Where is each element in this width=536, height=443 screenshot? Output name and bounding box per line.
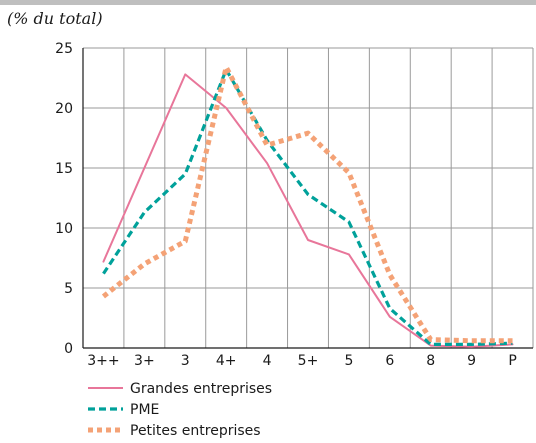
series-line-2 (101, 64, 513, 344)
y-tick-label: 15 (55, 161, 73, 177)
x-tick-label: 6 (385, 353, 394, 369)
y-tick-label: 10 (55, 221, 73, 237)
x-tick-label: 3+ (134, 353, 155, 369)
y-tick-label: 25 (55, 41, 73, 57)
series-line-1 (102, 67, 513, 346)
x-tick-label: 4+ (216, 353, 237, 369)
x-tick-label: P (508, 353, 516, 369)
x-tick-label: 4 (263, 353, 272, 369)
legend: Grandes entreprises PME Petites entreprise… (88, 381, 272, 439)
series-line-0 (102, 73, 514, 348)
x-tick-label: 5+ (298, 353, 319, 369)
top-rule (0, 0, 536, 5)
axis-layer: 0 5 10 15 20 25 3++ 3+ 3 4+ 4 5+ 5 6 8 9 P (55, 41, 533, 369)
y-tick-label: 5 (64, 281, 73, 297)
legend-label-0: Grandes entreprises (130, 381, 272, 397)
y-tick-label: 20 (55, 101, 73, 117)
unit-note: (% du total) (7, 9, 103, 28)
legend-label-2: Petites entreprises (130, 423, 261, 439)
grid-layer (83, 47, 534, 348)
x-tick-label: 3++ (87, 353, 119, 369)
y-tick-label: 0 (64, 341, 73, 357)
x-tick-label: 5 (344, 353, 353, 369)
x-tick-label: 9 (467, 353, 476, 369)
legend-label-1: PME (130, 402, 159, 418)
series-layer (101, 64, 514, 348)
x-tick-label: 3 (181, 353, 190, 369)
x-tick-label: 8 (426, 353, 435, 369)
